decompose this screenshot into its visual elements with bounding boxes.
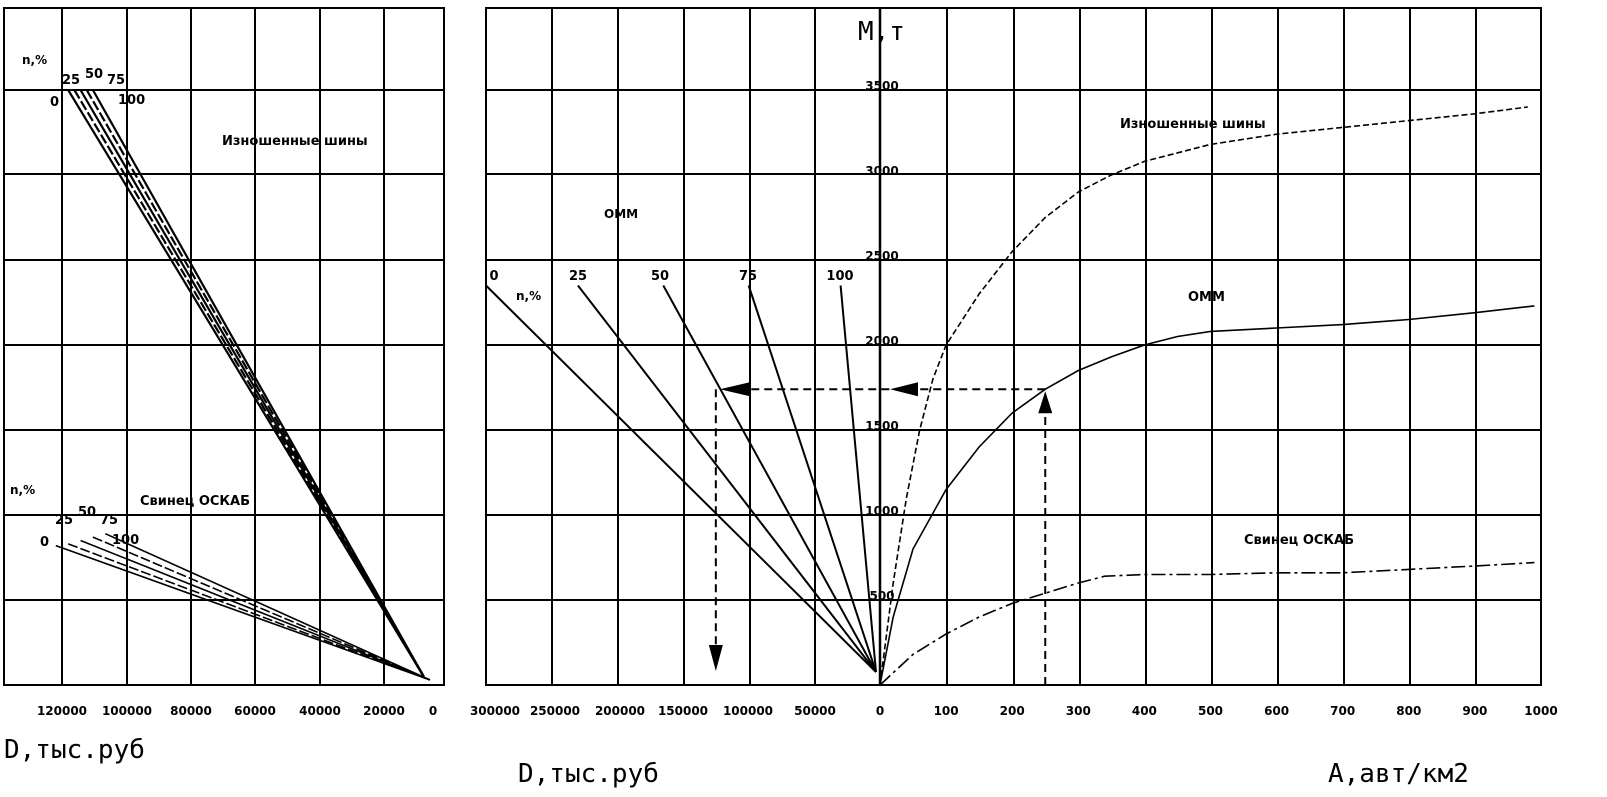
left-lead-line [55,544,431,681]
right-density-tick-label: 700 [1330,704,1355,718]
right-cost-tick-label: 200000 [595,704,645,718]
left-x-tick-label: 120000 [37,704,87,718]
right-cost-line [485,284,877,673]
guide-arrowhead-down [708,645,723,671]
right-cost-tick-label: 250000 [530,704,580,718]
right-cost-line [839,285,877,673]
guide-arrowhead-left-mid [890,382,918,397]
right-density-tick-label: 300 [1066,704,1091,718]
right-curve [879,561,1535,686]
left-lower-n-value: 0 [40,535,49,550]
right-cost-line [747,285,877,673]
guide-arrowhead-up [1038,391,1053,414]
right-curve [879,106,1528,686]
right-cost-tick-label: 100000 [723,704,773,718]
left-lower-n-value: 25 [55,513,73,528]
left-lead-line [104,532,431,681]
right-curve [879,305,1535,686]
left-upper-n-value: 100 [118,93,145,108]
left-upper-n-value: 50 [85,67,103,82]
right-cost-tick-label: 0 [876,704,884,718]
left-upper-n-value: 25 [62,73,80,88]
right-density-tick-label: 400 [1132,704,1157,718]
left-lower-n-label: n,% [10,483,35,497]
left-tires-label: Изношенные шины [222,134,368,149]
right-n-value-label: 50 [651,269,669,284]
right-y-tick-label: 2500 [865,249,898,263]
right-y-tick-label: 3500 [865,79,898,93]
right-y-tick-label: 1000 [865,504,898,518]
right-y-tick-label: 1500 [865,419,898,433]
left-x-axis-label: D,тыс.руб [4,735,145,765]
left-lead-label: Свинец ОСКАБ [140,494,250,509]
guide-arrowhead-left-end [719,382,750,397]
right-n-value-label: 25 [569,269,587,284]
left-lead-line [92,536,431,681]
left-lead-line [67,543,431,681]
left-upper-n-value: 75 [107,73,125,88]
left-x-tick-label: 40000 [299,704,341,718]
right-cost-tick-label: 150000 [658,704,708,718]
right-n-value-label: 75 [739,269,757,284]
left-lower-n-value: 75 [100,513,118,528]
left-x-tick-label: 80000 [170,704,212,718]
left-upper-n-value: 0 [50,95,59,110]
right-cost-line [662,285,877,673]
right-panel-grid [485,7,1542,686]
right-n-value-label: 100 [826,269,853,284]
right-density-axis-label: А,авт/км2 [1328,759,1469,789]
right-density-tick-label: 500 [1198,704,1223,718]
left-lead-line [80,539,431,681]
left-x-tick-label: 0 [429,704,437,718]
left-upper-n-label: n,% [22,53,47,67]
right-omm-curve-label: ОММ [1188,290,1225,305]
right-n-value-label: 0 [489,269,498,284]
right-density-tick-label: 200 [1000,704,1025,718]
right-omm-float-label: ОММ [604,207,638,221]
right-density-tick-label: 600 [1264,704,1289,718]
right-density-tick-label: 1000 [1524,704,1557,718]
right-cost-line [577,284,877,673]
left-x-tick-label: 20000 [363,704,405,718]
left-panel-grid [3,7,445,686]
right-y-tick-label: 3000 [865,164,898,178]
right-density-tick-label: 800 [1396,704,1421,718]
right-density-tick-label: 900 [1462,704,1487,718]
right-lead-curve-label: Свинец ОСКАБ [1244,533,1354,548]
left-tires-line [91,89,425,678]
left-lower-n-value: 50 [78,505,96,520]
right-n-label: n,% [516,289,541,303]
left-x-tick-label: 60000 [234,704,276,718]
left-lower-n-value: 100 [112,533,139,548]
right-density-tick-label: 100 [934,704,959,718]
right-cost-axis-label: D,тыс.руб [518,759,659,789]
right-y-tick-label: 500 [869,589,894,603]
right-y-axis-label: М,т [858,17,905,47]
right-cost-tick-label: 50000 [794,704,836,718]
right-tires-curve-label: Изношенные шины [1120,117,1266,132]
left-panel-frame [3,7,445,686]
right-y-tick-label: 2000 [865,334,898,348]
left-x-tick-label: 100000 [102,704,152,718]
right-cost-tick-label: 300000 [470,704,520,718]
